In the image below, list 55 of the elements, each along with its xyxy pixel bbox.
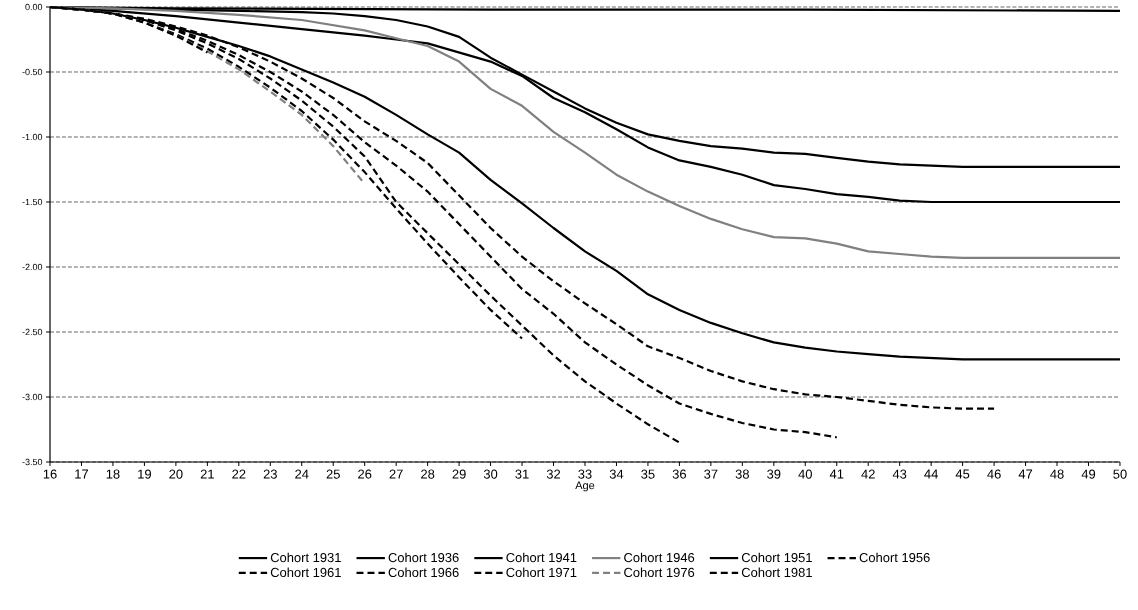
- x-tick-label: 32: [546, 469, 561, 479]
- x-tick-label: 33: [578, 469, 592, 479]
- x-tick-label: 48: [1050, 469, 1064, 479]
- legend-label: Cohort 1946: [624, 552, 695, 563]
- x-tick-label: 20: [169, 469, 183, 479]
- y-tick-label: 0.00: [25, 3, 43, 11]
- x-tick-label: 19: [138, 469, 151, 479]
- x-axis-title: Age: [575, 481, 595, 492]
- x-tick-label: 46: [987, 469, 1001, 479]
- x-tick-label: 44: [924, 469, 938, 479]
- x-tick-label: 25: [326, 469, 340, 479]
- x-tick-label: 41: [829, 469, 844, 479]
- x-tick-label: 16: [43, 469, 57, 479]
- x-tick-label: 45: [955, 469, 970, 479]
- x-tick-label: 49: [1081, 469, 1096, 479]
- y-tick-label: -3.50: [22, 458, 43, 466]
- x-tick-label: 34: [609, 469, 624, 479]
- x-tick-label: 31: [515, 469, 529, 479]
- x-tick-label: 29: [452, 469, 466, 479]
- x-tick-label: 23: [263, 469, 277, 479]
- y-tick-label: -2.50: [22, 328, 43, 336]
- x-tick-label: 50: [1113, 469, 1127, 479]
- legend-label: Cohort 1966: [388, 567, 459, 578]
- x-tick-label: 27: [389, 469, 403, 479]
- y-tick-label: -3.00: [22, 393, 43, 401]
- x-tick-label: 22: [232, 469, 246, 479]
- x-tick-label: 30: [483, 469, 498, 479]
- legend-label: Cohort 1956: [859, 552, 930, 563]
- legend-label: Cohort 1941: [506, 552, 577, 563]
- x-tick-label: 17: [75, 469, 89, 479]
- x-tick-label: 43: [892, 469, 907, 479]
- x-tick-label: 18: [106, 469, 120, 479]
- x-tick-label: 35: [641, 469, 655, 479]
- x-tick-label: 36: [672, 469, 687, 479]
- legend-label: Cohort 1971: [506, 567, 577, 578]
- y-tick-label: -2.00: [22, 263, 43, 271]
- legend-label: Cohort 1976: [624, 567, 695, 578]
- legend-label: Cohort 1961: [270, 567, 341, 578]
- x-tick-label: 28: [421, 469, 435, 479]
- legend-label: Cohort 1931: [270, 552, 341, 563]
- legend-label: Cohort 1981: [741, 567, 812, 578]
- x-tick-label: 26: [358, 469, 372, 479]
- x-tick-label: 21: [200, 469, 214, 479]
- legend-label: Cohort 1936: [388, 552, 459, 563]
- x-tick-label: 47: [1018, 469, 1033, 479]
- x-tick-label: 40: [798, 469, 812, 479]
- y-tick-label: -0.50: [22, 68, 43, 76]
- x-tick-label: 39: [767, 469, 781, 479]
- y-tick-label: -1.50: [22, 198, 43, 206]
- legend-label: Cohort 1951: [741, 552, 812, 563]
- y-tick-label: -1.00: [22, 133, 43, 141]
- x-tick-label: 42: [861, 469, 875, 479]
- x-tick-label: 24: [295, 469, 309, 479]
- x-tick-label: 38: [735, 469, 749, 479]
- x-tick-label: 37: [704, 469, 718, 479]
